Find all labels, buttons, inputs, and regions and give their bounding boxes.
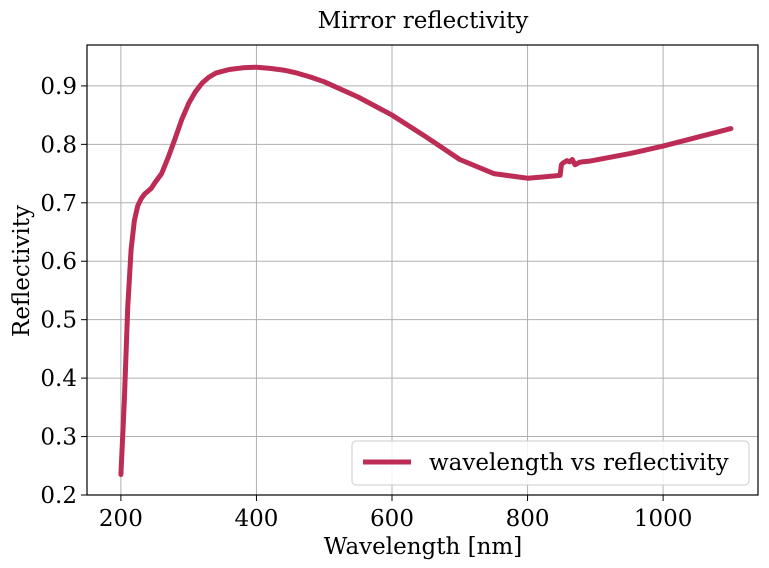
x-tick-label: 400 bbox=[234, 506, 278, 532]
x-tick-label: 800 bbox=[506, 506, 550, 532]
chart-title: Mirror reflectivity bbox=[318, 8, 529, 34]
x-axis: 200 400 600 800 1000 bbox=[99, 495, 692, 532]
y-tick-label: 0.8 bbox=[40, 132, 77, 158]
x-tick-label: 200 bbox=[99, 506, 143, 532]
y-tick-label: 0.4 bbox=[40, 366, 77, 392]
y-tick-label: 0.3 bbox=[40, 425, 77, 451]
y-tick-label: 0.6 bbox=[40, 249, 77, 275]
x-tick-label: 1000 bbox=[634, 506, 693, 532]
x-axis-label: Wavelength [nm] bbox=[324, 534, 522, 560]
plot-frame bbox=[86, 44, 759, 496]
series-layer bbox=[118, 64, 734, 477]
series-line bbox=[118, 64, 734, 477]
y-tick-label: 0.7 bbox=[40, 191, 77, 217]
legend-label: wavelength vs reflectivity bbox=[429, 450, 729, 476]
y-tick-label: 0.5 bbox=[40, 308, 77, 334]
legend-box bbox=[351, 440, 750, 486]
y-tick-label: 0.9 bbox=[40, 74, 77, 100]
legend: wavelength vs reflectivity bbox=[351, 440, 750, 486]
grid bbox=[87, 45, 758, 496]
y-axis: 0.2 0.3 0.4 0.5 0.6 0.7 0.8 0.9 bbox=[40, 74, 87, 509]
y-axis-label: Reflectivity bbox=[9, 205, 35, 337]
y-tick-label: 0.2 bbox=[40, 483, 77, 509]
x-tick-label: 600 bbox=[370, 506, 414, 532]
